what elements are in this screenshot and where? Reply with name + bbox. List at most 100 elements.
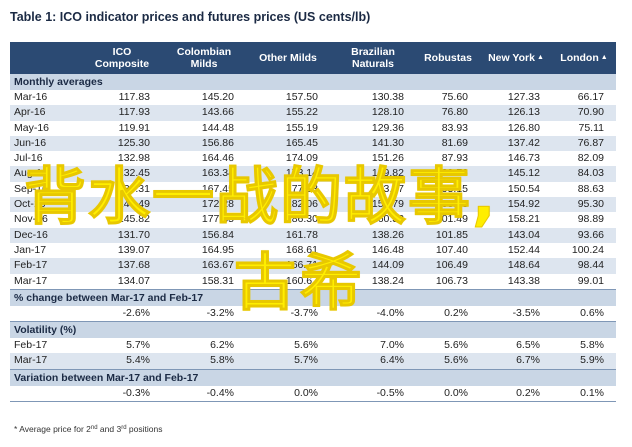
table-cell: 83.93 <box>441 121 468 134</box>
table-cell: 132.45 <box>82 166 162 182</box>
section-header: % change between Mar-17 and Feb-17 <box>10 289 616 306</box>
header-corner <box>10 42 82 74</box>
table-cell: 151.26 <box>371 152 404 165</box>
table-cell: 5.7% <box>126 339 150 352</box>
row-label: Mar-17 <box>10 353 82 370</box>
table-cell: 134.07 <box>82 273 162 290</box>
table-cell: 150.54 <box>507 182 540 195</box>
table-cell: 0.0% <box>246 385 330 403</box>
table-cell: 5.4% <box>82 353 162 370</box>
table-row: -0.3% -0.4% 0.0% -0.5% 0.0% 0.2% 0.1% <box>10 385 616 403</box>
table-cell: 6.5% <box>516 339 540 352</box>
table-cell: 89.76 <box>416 166 480 182</box>
table-cell: 6.2% <box>210 339 234 352</box>
table-cell: -0.3% <box>82 385 162 403</box>
table-cell: 99.01 <box>552 273 616 290</box>
table-cell: 160.67 <box>246 273 330 290</box>
section-label: Monthly averages <box>10 74 616 90</box>
table-cell: 168.61 <box>285 243 318 256</box>
table-row: Jun-16 125.30 156.86 165.45 141.30 81.69 137.4… <box>10 135 616 152</box>
table-cell: 154.92 <box>480 197 552 213</box>
column-header: ICO Composite <box>82 42 162 74</box>
table-cell: 76.87 <box>552 135 616 152</box>
table-cell: 0.2% <box>416 305 480 323</box>
column-header-line1: Brazilian <box>351 46 395 58</box>
column-header-line2: Milds <box>190 58 218 70</box>
table-cell: 5.6% <box>294 339 318 352</box>
table-cell: 177.23 <box>285 182 318 195</box>
table-cell: 144.09 <box>330 258 416 274</box>
table-cell: 164.95 <box>201 243 234 256</box>
table-cell: 160.33 <box>371 213 404 226</box>
row-label: Dec-16 <box>10 227 82 243</box>
row-label: Aug-16 <box>10 166 82 182</box>
table-cell: 157.50 <box>285 91 318 103</box>
column-header-line1: London <box>560 52 599 64</box>
table-row: Mar-17 5.4% 5.8% 5.7% 6.4% 5.6% 6.7% 5.9% <box>10 353 616 370</box>
row-label: May-16 <box>14 121 50 134</box>
table-cell: 5.8% <box>162 353 246 370</box>
row-label: Feb-17 <box>10 258 82 274</box>
section-label: % change between Mar-17 and Feb-17 <box>10 289 616 306</box>
table-cell: -3.7% <box>246 305 330 323</box>
table-cell: 126.80 <box>507 121 540 134</box>
table-cell: 98.89 <box>577 213 604 226</box>
table-cell: 156.84 <box>162 227 246 243</box>
table-cell: -0.5% <box>330 385 416 403</box>
column-header: Robustas <box>416 42 480 74</box>
table-cell: 137.42 <box>480 135 552 152</box>
table-cell: 6.7% <box>480 353 552 370</box>
table-cell: 148.64 <box>480 258 552 274</box>
table-cell: 173.14 <box>246 166 330 182</box>
table-row: Jul-16 132.98 164.46 174.09 151.26 87.93 146.7… <box>10 151 616 166</box>
table-cell: -3.5% <box>480 305 552 323</box>
table-cell: 143.04 <box>480 227 552 243</box>
table-cell: 138.24 <box>330 273 416 290</box>
table-cell: 66.17 <box>577 91 604 103</box>
caret-icon: ▲ <box>536 54 544 61</box>
section-header: Volatility (%) <box>10 321 616 339</box>
table-cell: 76.80 <box>416 105 480 121</box>
column-header: Colombian Milds <box>162 42 246 74</box>
table-cell: 130.38 <box>371 91 404 103</box>
table-cell: 141.30 <box>330 135 416 152</box>
table-cell: 140.49 <box>82 197 162 213</box>
table-cell: 138.26 <box>330 227 416 243</box>
column-header-line1: Other Milds <box>259 52 317 64</box>
table-cell: 106.49 <box>416 258 480 274</box>
table-cell: 100.24 <box>571 243 604 256</box>
table-cell: 164.46 <box>201 152 234 165</box>
table-row: Oct-16 140.49 172.28 182.06 156.79 98.28 154.9… <box>10 197 616 213</box>
table-cell: 136.31 <box>117 182 150 195</box>
table-cell: 177.85 <box>201 213 234 226</box>
table-row: Apr-16 117.93 143.66 155.22 128.10 76.80 126.1… <box>10 105 616 121</box>
table-cell: 0.6% <box>552 305 616 323</box>
table-cell: 145.12 <box>480 166 552 182</box>
row-label: Jun-16 <box>10 135 82 152</box>
table-cell: 7.0% <box>380 339 404 352</box>
table-cell: 143.38 <box>480 273 552 290</box>
footnote: * Average price for 2nd and 3rd position… <box>14 424 163 434</box>
table-cell: 137.68 <box>82 258 162 274</box>
row-label: Jan-17 <box>14 243 47 256</box>
table-cell: 117.83 <box>118 91 150 103</box>
table-cell: 161.78 <box>246 227 330 243</box>
table-cell: 107.40 <box>435 243 468 256</box>
header-row: ICO Composite Colombian Milds Other Milds Bra… <box>10 42 616 74</box>
table-cell: 129.36 <box>371 121 404 134</box>
table-cell: 174.09 <box>285 152 318 165</box>
table-cell: 0.2% <box>480 385 552 403</box>
table-cell: 186.30 <box>285 213 318 226</box>
column-header: London ▲ <box>552 42 616 74</box>
table-cell: 98.44 <box>552 258 616 274</box>
price-table: ICO Composite Colombian Milds Other Milds Bra… <box>10 42 616 403</box>
table-cell: 93.15 <box>441 182 468 195</box>
row-label: Mar-16 <box>14 91 48 103</box>
row-label <box>10 305 82 323</box>
row-label: Sep-16 <box>14 182 48 195</box>
table-cell: 75.60 <box>441 91 468 103</box>
table-cell: 166.71 <box>246 258 330 274</box>
table-cell: 131.70 <box>82 227 162 243</box>
section-header: Monthly averages <box>10 74 616 90</box>
table-cell: 156.86 <box>162 135 246 152</box>
